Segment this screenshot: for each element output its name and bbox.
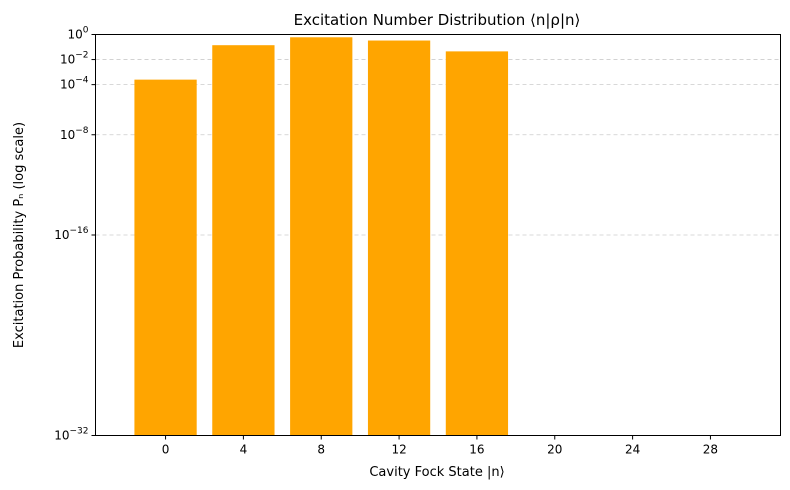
y-tick-label-4: 10−2: [60, 51, 89, 67]
chart-title: Excitation Number Distribution ⟨n|ρ|n⟩: [294, 11, 581, 29]
bar-n-0: [134, 79, 197, 436]
bar-n-8: [290, 37, 353, 436]
x-axis-ticks: 0 4 8 12 16 20 24 28: [162, 435, 718, 457]
bar-n-16: [445, 51, 509, 436]
x-axis-label: Cavity Fock State |n⟩: [369, 465, 504, 480]
x-tick-label-12: 12: [391, 443, 406, 457]
y-tick-label-1: 10−16: [54, 226, 89, 242]
y-axis-ticks: 10−32 10−16 10−8 10−4 10−2 100: [54, 26, 96, 443]
y-tick-label-2: 10−8: [60, 126, 89, 142]
x-tick-label-0: 0: [162, 443, 170, 457]
bar-n-4: [212, 45, 275, 436]
x-tick-label-28: 28: [703, 443, 718, 457]
bars: [134, 37, 509, 436]
y-tick-label-0: 10−32: [54, 427, 88, 443]
grid-lines: [95, 34, 781, 236]
x-tick-label-4: 4: [240, 443, 248, 457]
y-tick-label-3: 10−4: [60, 76, 89, 92]
x-tick-label-24: 24: [625, 443, 640, 457]
y-axis-label: Excitation Probability Pₙ (log scale): [12, 122, 27, 348]
x-tick-label-20: 20: [547, 443, 562, 457]
y-tick-label-5: 100: [67, 26, 88, 42]
x-tick-label-16: 16: [469, 443, 484, 457]
x-tick-label-8: 8: [317, 443, 325, 457]
bar-n-12: [367, 40, 431, 436]
